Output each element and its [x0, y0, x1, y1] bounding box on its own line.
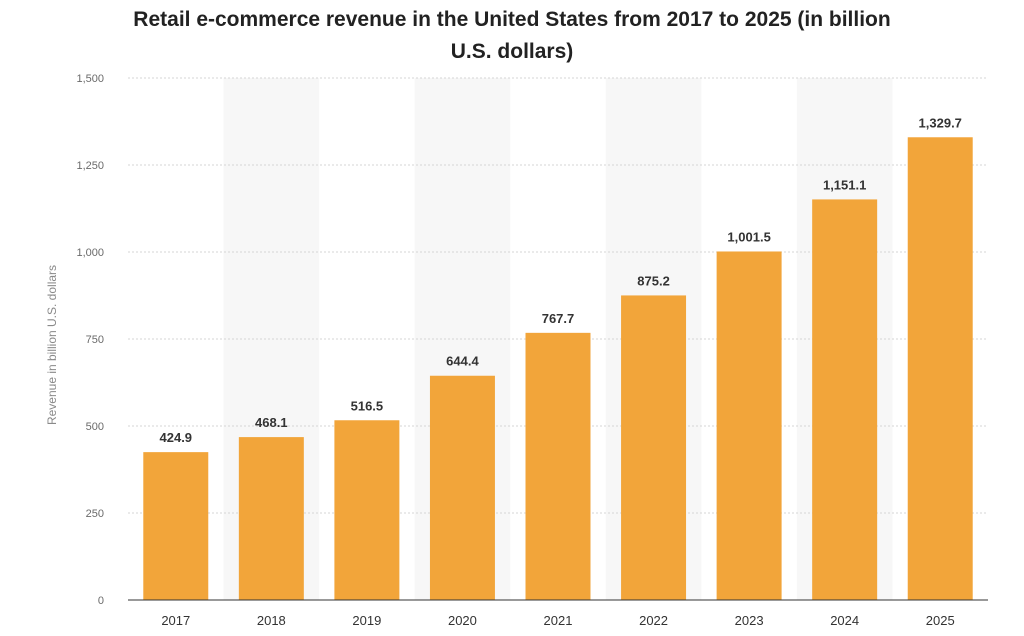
x-tick-label-2017: 2017: [161, 613, 190, 628]
data-label-2025: 1,329.7: [919, 115, 962, 130]
chart-title: Retail e-commerce revenue in the United …: [0, 4, 1024, 68]
x-tick-label-2025: 2025: [926, 613, 955, 628]
data-label-2020: 644.4: [446, 354, 479, 369]
x-tick-label-2018: 2018: [257, 613, 286, 628]
x-tick-label-2024: 2024: [830, 613, 859, 628]
y-tick-label: 250: [86, 508, 104, 520]
data-label-2019: 516.5: [351, 398, 384, 413]
data-label-2021: 767.7: [542, 311, 575, 326]
bar-2021: [525, 332, 591, 600]
y-tick-label: 750: [86, 334, 104, 346]
x-tick-label-2021: 2021: [544, 613, 573, 628]
x-tick-label-2019: 2019: [352, 613, 381, 628]
y-axis-title: Revenue in billion U.S. dollars: [45, 265, 59, 425]
chart-title-line-1: Retail e-commerce revenue in the United …: [133, 8, 891, 31]
data-labels: 424.9 468.1 516.5 644.4 767.7 875.2 1,001.5 1,1…: [160, 115, 962, 445]
data-label-2023: 1,001.5: [727, 229, 770, 244]
x-tick-label-2023: 2023: [735, 613, 764, 628]
x-axis-categories: 2017 2018 2019 2020 2021 2022 2023 2024 2025: [161, 613, 954, 628]
data-label-2024: 1,151.1: [823, 177, 866, 192]
bar-2022: [621, 295, 687, 600]
data-label-2022: 875.2: [637, 273, 670, 288]
bar-2020: [429, 375, 495, 600]
y-tick-label: 1,500: [76, 73, 104, 85]
bars: [143, 137, 973, 600]
x-tick-label-2020: 2020: [448, 613, 477, 628]
bar-2017: [143, 452, 209, 600]
data-label-2018: 468.1: [255, 415, 288, 430]
y-tick-label: 1,000: [76, 247, 104, 259]
bar-2025: [907, 137, 973, 600]
bar-2023: [716, 251, 782, 600]
y-tick-label: 500: [86, 421, 104, 433]
y-tick-label: 1,250: [76, 160, 104, 172]
y-tick-label: 0: [98, 595, 104, 607]
bar-2024: [812, 199, 878, 600]
bar-2018: [238, 437, 304, 600]
data-label-2017: 424.9: [160, 430, 193, 445]
chart-title-line-2: U.S. dollars): [450, 40, 574, 63]
bar-2019: [334, 420, 400, 600]
y-axis-ticks: 0 250 500 750 1,000 1,250 1,500: [76, 73, 104, 607]
x-tick-label-2022: 2022: [639, 613, 668, 628]
